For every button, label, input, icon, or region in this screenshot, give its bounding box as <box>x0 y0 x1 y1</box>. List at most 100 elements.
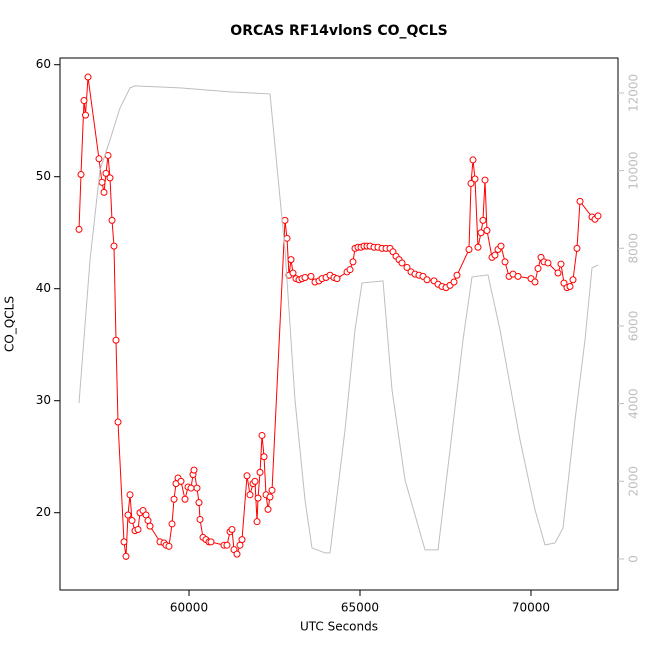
point <box>128 517 136 525</box>
point <box>479 216 487 224</box>
point <box>465 246 473 254</box>
point <box>190 466 198 474</box>
point <box>170 495 178 503</box>
y-tick-label: 40 <box>36 281 51 295</box>
point <box>98 178 106 186</box>
point <box>193 484 201 492</box>
y2-tick-label: 12000 <box>627 74 641 112</box>
x-tick-label: 60000 <box>170 601 208 615</box>
point <box>573 244 581 252</box>
point <box>112 336 120 344</box>
point <box>124 511 132 519</box>
point <box>471 175 479 183</box>
point <box>289 269 297 277</box>
point <box>554 269 562 277</box>
point <box>264 505 272 513</box>
point <box>497 242 505 250</box>
point <box>181 495 189 503</box>
point <box>254 494 262 502</box>
point <box>266 493 274 501</box>
y2-tick-label: 6000 <box>627 311 641 342</box>
point <box>142 511 150 519</box>
chart-title: ORCAS RF14vlonS CO_QCLS <box>230 23 447 39</box>
series-line <box>78 85 599 554</box>
point <box>569 276 577 284</box>
point <box>236 541 244 549</box>
point <box>531 278 539 286</box>
point <box>84 73 92 81</box>
point <box>481 176 489 184</box>
point <box>95 155 103 163</box>
y-tick-label: 60 <box>36 57 51 71</box>
point <box>453 271 461 279</box>
point <box>483 226 491 234</box>
point <box>80 97 88 105</box>
point <box>110 242 118 250</box>
point <box>165 542 173 550</box>
point <box>238 536 246 544</box>
point <box>251 477 259 485</box>
point <box>534 265 542 273</box>
point <box>349 258 357 266</box>
y2-tick-label: 8000 <box>627 233 641 264</box>
point <box>243 472 251 480</box>
point <box>114 418 122 426</box>
point <box>102 169 110 177</box>
point <box>566 282 574 290</box>
point <box>576 197 584 205</box>
y-tick-label: 30 <box>36 393 51 407</box>
point <box>134 526 142 534</box>
point <box>223 541 231 549</box>
point <box>423 276 431 284</box>
point <box>477 229 485 237</box>
y2-tick-label: 10000 <box>627 152 641 190</box>
point <box>268 486 276 494</box>
point <box>398 259 406 267</box>
point <box>126 491 134 499</box>
point <box>187 484 195 492</box>
point <box>168 520 176 528</box>
point <box>491 251 499 259</box>
point <box>122 552 130 560</box>
point <box>100 188 108 196</box>
point <box>514 272 522 280</box>
point <box>253 518 261 526</box>
point <box>82 111 90 119</box>
point <box>544 259 552 267</box>
point <box>228 526 236 534</box>
point <box>557 260 565 268</box>
x-axis-label: UTC Seconds <box>300 620 378 634</box>
y2-tick-label: 4000 <box>627 388 641 419</box>
point <box>108 216 116 224</box>
y-tick-label: 20 <box>36 505 51 519</box>
point <box>106 174 114 182</box>
point <box>474 243 482 251</box>
point <box>195 499 203 507</box>
y2-tick-label: 2000 <box>627 466 641 497</box>
x-tick-label: 65000 <box>341 601 379 615</box>
point <box>77 170 85 178</box>
y2-tick-label: 0 <box>627 555 641 563</box>
point <box>260 453 268 461</box>
point <box>287 256 295 264</box>
point <box>283 234 291 242</box>
point <box>450 278 458 286</box>
point <box>256 468 264 476</box>
point <box>75 225 83 233</box>
x-tick-label: 70000 <box>512 601 550 615</box>
y-axis-label: CO_QCLS <box>3 296 17 352</box>
point <box>594 212 602 220</box>
point <box>501 258 509 266</box>
point <box>207 538 215 546</box>
point <box>144 517 152 525</box>
point <box>469 156 477 164</box>
plot-box <box>59 57 619 591</box>
point <box>246 491 254 499</box>
point <box>281 216 289 224</box>
point <box>146 522 154 530</box>
point <box>307 272 315 280</box>
point <box>177 477 185 485</box>
point <box>403 263 411 271</box>
point <box>346 266 354 274</box>
